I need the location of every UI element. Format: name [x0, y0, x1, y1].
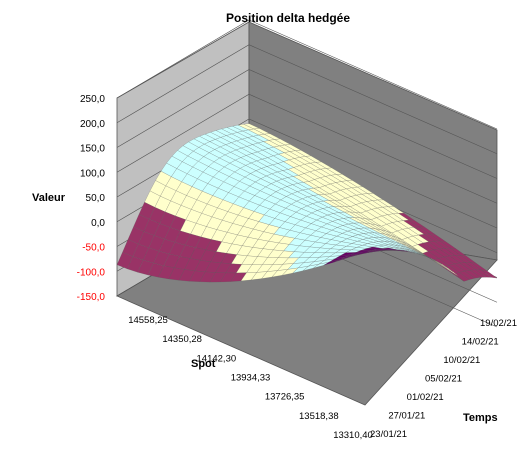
time-tick-label: 01/02/21 — [407, 392, 444, 403]
z-tick-label: 100,0 — [80, 168, 105, 179]
gridline — [116, 44, 498, 155]
gridline — [116, 93, 498, 204]
z-tick-label: 150,0 — [80, 144, 105, 155]
z-tick-label: 200,0 — [80, 119, 105, 130]
chart-title: Position delta hedgée — [226, 11, 350, 25]
spot-tick-label: 14350,28 — [162, 334, 202, 345]
z-axis: 250,0 200,0 150,0 100,0 50,0 0,0 -50,0 -100,0 -1… — [77, 94, 106, 303]
spot-tick-label: 14558,25 — [128, 315, 168, 326]
surface — [116, 123, 498, 283]
z-tick-label: -100,0 — [77, 267, 106, 278]
surface-cell — [354, 251, 371, 256]
time-tick-label: 23/01/21 — [370, 429, 407, 440]
gridline — [116, 19, 498, 130]
time-tick-label: 27/01/21 — [388, 411, 425, 422]
time-tick-label: 19/02/21 — [480, 318, 517, 329]
time-tick-label: 14/02/21 — [462, 337, 499, 348]
spot-tick-label: 14142,30 — [197, 353, 237, 364]
time-axis: 23/01/21 27/01/21 01/02/21 05/02/21 10/02/21… — [370, 318, 517, 440]
spot-tick-label: 13934,33 — [231, 373, 271, 384]
z-tick-label: 0,0 — [91, 218, 105, 229]
z-tick-label: -50,0 — [82, 243, 105, 254]
z-tick-label: 250,0 — [80, 94, 105, 105]
time-axis-title: Temps — [463, 412, 498, 424]
time-tick-label: 05/02/21 — [425, 374, 462, 385]
spot-tick-label: 13726,35 — [265, 392, 305, 403]
spot-tick-label: 13518,38 — [299, 411, 339, 422]
spot-axis: 14558,25 14350,28 14142,30 13934,33 13726,35… — [128, 315, 373, 441]
z-tick-label: 50,0 — [86, 193, 106, 204]
gridline — [116, 69, 498, 179]
time-tick-label: 10/02/21 — [443, 355, 480, 366]
z-axis-title: Valeur — [32, 192, 66, 204]
spot-axis-title: Spot — [191, 358, 216, 370]
spot-tick-label: 13310,40 — [333, 430, 373, 441]
z-tick-label: -150,0 — [77, 292, 106, 303]
